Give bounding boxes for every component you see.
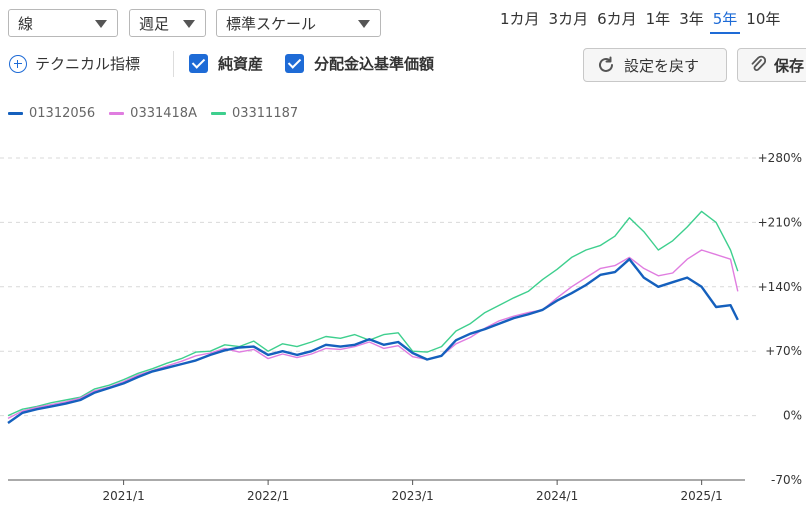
series-line-03311187 — [7, 210, 739, 417]
paperclip-icon — [751, 55, 766, 71]
y-tick-label: +70% — [765, 344, 802, 358]
y-tick-label: 0% — [783, 409, 802, 423]
period-select[interactable]: 週足 — [129, 9, 206, 37]
y-tick-label: +280% — [758, 151, 802, 165]
technical-indicator-label: テクニカル指標 — [35, 55, 141, 73]
divider — [173, 51, 174, 77]
range-tab-3m[interactable]: 3カ月 — [548, 10, 589, 28]
save-label: 保存 — [774, 56, 805, 75]
legend-swatch — [210, 112, 226, 115]
legend-item-01312056[interactable]: 01312056 — [8, 106, 95, 121]
y-axis: +280% +210% +140% +70% 0% -70% — [758, 151, 802, 487]
y-tick-label: +210% — [758, 215, 802, 229]
technical-indicator-button[interactable]: テクニカル指標 — [9, 53, 140, 74]
period-value: 週足 — [139, 15, 170, 33]
chart-type-select[interactable]: 線 — [8, 9, 118, 37]
legend-item-0331418A[interactable]: 0331418A — [109, 106, 197, 121]
x-tick-label: 2021/1 — [102, 489, 144, 503]
refresh-icon — [599, 56, 613, 72]
net-assets-checkbox[interactable]: 純資産 — [189, 53, 263, 74]
legend-label: 0331418A — [130, 106, 197, 121]
nav-with-dividends-label: 分配金込基準価額 — [314, 55, 435, 73]
chevron-down-icon — [95, 20, 107, 28]
net-assets-label: 純資産 — [218, 55, 264, 73]
chart-series — [7, 210, 739, 424]
performance-line-chart[interactable]: +280%+210%+140%+70%0%-70% 2021/1 2022/1 20… — [0, 130, 806, 509]
legend-swatch — [109, 112, 125, 115]
chevron-down-icon — [358, 20, 370, 28]
reset-settings-label: 設定を戻す — [624, 56, 700, 75]
checkbox-checked-icon[interactable] — [285, 54, 304, 73]
plus-circle-icon — [9, 54, 27, 73]
range-tab-10y[interactable]: 10年 — [746, 10, 781, 28]
chart-legend: 01312056 0331418A 03311187 — [8, 106, 312, 121]
range-tab-6m[interactable]: 6カ月 — [597, 10, 637, 28]
save-button[interactable]: 保存 — [737, 48, 806, 82]
legend-item-03311187[interactable]: 03311187 — [210, 106, 299, 121]
scale-value: 標準スケール — [226, 15, 317, 33]
series-line-01312056 — [7, 257, 739, 424]
legend-swatch — [8, 112, 23, 115]
range-tab-1m[interactable]: 1カ月 — [500, 10, 540, 28]
chart-type-value: 線 — [18, 15, 34, 33]
nav-with-dividends-checkbox[interactable]: 分配金込基準価額 — [285, 53, 434, 74]
y-tick-label: +140% — [758, 280, 802, 294]
x-tick-label: 2024/1 — [536, 489, 578, 503]
legend-label: 03311187 — [231, 106, 299, 121]
checkbox-checked-icon[interactable] — [189, 54, 208, 73]
x-tick-label: 2023/1 — [392, 489, 434, 503]
reset-settings-button[interactable]: 設定を戻す — [583, 48, 727, 82]
chart-grid — [0, 157, 760, 481]
y-tick-label: -70% — [771, 473, 802, 487]
legend-label: 01312056 — [29, 106, 96, 121]
range-tab-5y[interactable]: 5年 — [709, 8, 741, 34]
x-tick-label: 2025/1 — [681, 489, 723, 503]
chevron-down-icon — [183, 20, 195, 28]
x-tick-label: 2022/1 — [247, 489, 289, 503]
x-axis: 2021/1 2022/1 2023/1 2024/1 2025/1 — [102, 480, 723, 503]
range-tab-3y[interactable]: 3年 — [679, 10, 704, 28]
scale-select[interactable]: 標準スケール — [216, 9, 381, 37]
series-line-0331418A — [7, 249, 739, 420]
range-tabs: 1カ月 3カ月 6カ月 1年 3年 5年 10年 — [497, 8, 786, 34]
range-tab-1y[interactable]: 1年 — [645, 10, 671, 28]
